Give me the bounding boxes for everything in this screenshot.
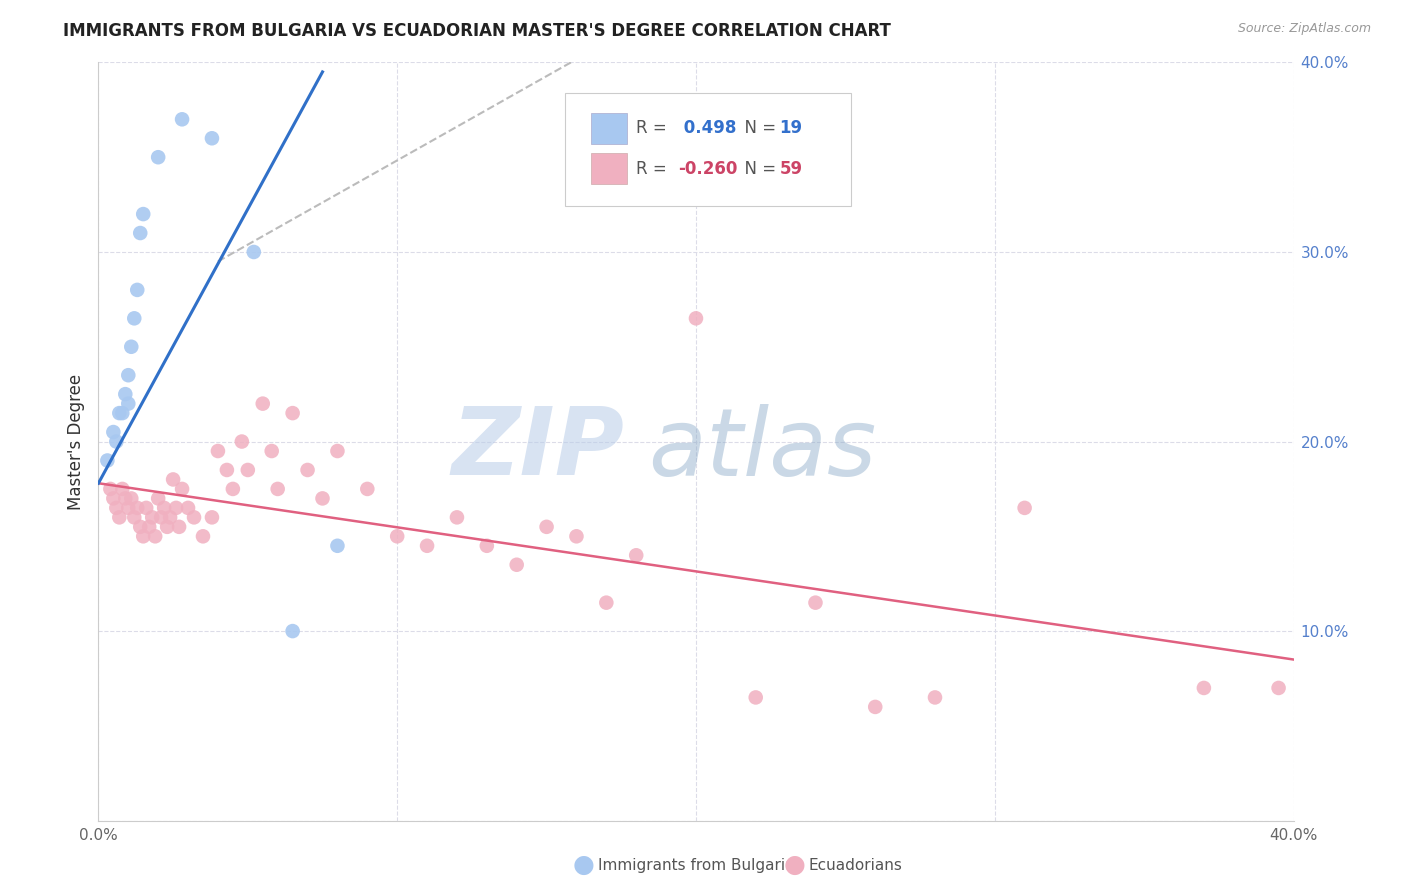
Point — [111, 406, 134, 420]
Text: N =: N = — [734, 120, 782, 137]
Point — [231, 434, 253, 449]
Point — [804, 596, 827, 610]
Point — [129, 226, 152, 240]
Point — [446, 510, 468, 524]
Point — [1267, 681, 1289, 695]
Point — [506, 558, 529, 572]
Point — [1192, 681, 1215, 695]
Point — [326, 539, 349, 553]
Point — [143, 529, 166, 543]
Point — [129, 520, 152, 534]
Point — [162, 473, 184, 487]
Point — [117, 396, 139, 410]
Point — [475, 539, 498, 553]
Text: ZIP: ZIP — [451, 403, 624, 495]
Point — [626, 548, 648, 563]
Text: Source: ZipAtlas.com: Source: ZipAtlas.com — [1237, 22, 1371, 36]
Point — [148, 150, 170, 164]
Point — [565, 529, 588, 543]
Text: IMMIGRANTS FROM BULGARIA VS ECUADORIAN MASTER'S DEGREE CORRELATION CHART: IMMIGRANTS FROM BULGARIA VS ECUADORIAN M… — [63, 22, 891, 40]
Text: 59: 59 — [780, 160, 803, 178]
Point — [159, 510, 181, 524]
Point — [124, 311, 146, 326]
Point — [281, 406, 304, 420]
Text: R =: R = — [637, 120, 672, 137]
Point — [120, 491, 142, 506]
Point — [243, 244, 266, 259]
Point — [215, 463, 238, 477]
Point — [105, 434, 128, 449]
Point — [201, 131, 224, 145]
Text: Immigrants from Bulgaria: Immigrants from Bulgaria — [598, 858, 794, 872]
Point — [117, 500, 139, 515]
Point — [132, 529, 155, 543]
Point — [260, 444, 283, 458]
Text: ●: ● — [783, 854, 806, 877]
Y-axis label: Master's Degree: Master's Degree — [66, 374, 84, 509]
Point — [1014, 500, 1036, 515]
Point — [108, 510, 131, 524]
Point — [132, 207, 155, 221]
Point — [222, 482, 245, 496]
Point — [297, 463, 319, 477]
Point — [114, 491, 136, 506]
Text: atlas: atlas — [648, 403, 876, 495]
Point — [745, 690, 768, 705]
Point — [385, 529, 409, 543]
FancyBboxPatch shape — [565, 93, 852, 207]
Point — [98, 482, 122, 496]
Point — [111, 482, 134, 496]
Point — [183, 510, 205, 524]
Point — [924, 690, 946, 705]
Text: N =: N = — [734, 160, 782, 178]
Point — [127, 283, 149, 297]
Point — [103, 491, 125, 506]
Text: 0.498: 0.498 — [678, 120, 737, 137]
Point — [153, 500, 176, 515]
Text: 19: 19 — [780, 120, 803, 137]
Point — [114, 387, 136, 401]
Point — [124, 510, 146, 524]
Text: ●: ● — [572, 854, 595, 877]
Point — [595, 596, 617, 610]
FancyBboxPatch shape — [591, 153, 627, 184]
Point — [105, 500, 128, 515]
Point — [267, 482, 290, 496]
Text: -0.260: -0.260 — [678, 160, 737, 178]
Text: Ecuadorians: Ecuadorians — [808, 858, 903, 872]
Point — [138, 520, 160, 534]
Point — [311, 491, 333, 506]
FancyBboxPatch shape — [591, 113, 627, 144]
Point — [108, 406, 131, 420]
Point — [103, 425, 125, 439]
Point — [236, 463, 259, 477]
Point — [172, 112, 194, 127]
Point — [252, 396, 274, 410]
Point — [191, 529, 214, 543]
Point — [207, 444, 229, 458]
Point — [148, 491, 170, 506]
Point — [165, 500, 187, 515]
Point — [150, 510, 173, 524]
Point — [536, 520, 558, 534]
Point — [96, 453, 118, 467]
Point — [416, 539, 439, 553]
Point — [127, 500, 149, 515]
Text: R =: R = — [637, 160, 672, 178]
Point — [172, 482, 194, 496]
Point — [141, 510, 163, 524]
Point — [156, 520, 179, 534]
Point — [167, 520, 190, 534]
Point — [201, 510, 224, 524]
Point — [356, 482, 378, 496]
Point — [117, 368, 139, 383]
Point — [865, 699, 887, 714]
Point — [135, 500, 157, 515]
Point — [281, 624, 304, 639]
Point — [685, 311, 707, 326]
Point — [326, 444, 349, 458]
Point — [177, 500, 200, 515]
Point — [120, 340, 142, 354]
